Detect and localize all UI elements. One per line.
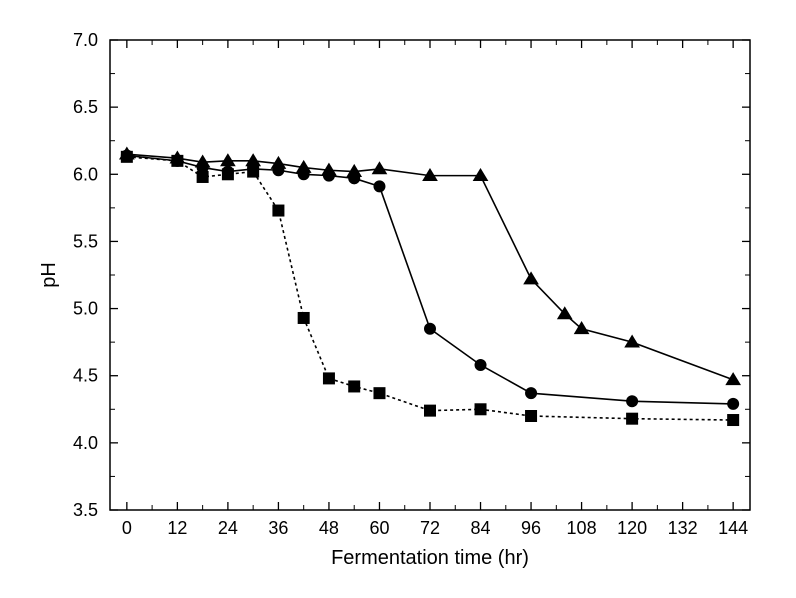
chart-background xyxy=(0,0,796,598)
x-tick-label: 0 xyxy=(122,518,132,538)
y-tick-label: 5.0 xyxy=(73,299,98,319)
x-tick-label: 120 xyxy=(617,518,647,538)
marker-square xyxy=(273,205,284,216)
x-tick-label: 12 xyxy=(167,518,187,538)
x-tick-label: 144 xyxy=(718,518,748,538)
marker-circle xyxy=(728,398,739,409)
y-tick-label: 7.0 xyxy=(73,30,98,50)
marker-square xyxy=(323,373,334,384)
x-axis-label: Fermentation time (hr) xyxy=(331,547,529,569)
y-tick-label: 6.5 xyxy=(73,97,98,117)
marker-square xyxy=(475,404,486,415)
x-tick-label: 60 xyxy=(369,518,389,538)
x-tick-label: 72 xyxy=(420,518,440,538)
marker-circle xyxy=(374,181,385,192)
y-tick-label: 4.5 xyxy=(73,366,98,386)
x-tick-label: 36 xyxy=(268,518,288,538)
chart-container: 0 12 24 36 48 60 72 84 96 108 120 132 144 3.5 4.0 4.5 5.… xyxy=(0,0,796,598)
marker-circle xyxy=(627,396,638,407)
marker-circle xyxy=(222,166,233,177)
marker-square xyxy=(425,405,436,416)
x-tick-label: 132 xyxy=(668,518,698,538)
marker-square xyxy=(728,415,739,426)
x-tick-label: 108 xyxy=(567,518,597,538)
y-axis-label: pH xyxy=(38,262,60,288)
marker-circle xyxy=(475,359,486,370)
x-tick-label: 48 xyxy=(319,518,339,538)
y-tick-label: 3.5 xyxy=(73,500,98,520)
chart-svg: 0 12 24 36 48 60 72 84 96 108 120 132 144 3.5 4.0 4.5 5.… xyxy=(0,0,796,598)
x-tick-label: 96 xyxy=(521,518,541,538)
x-tick-label: 24 xyxy=(218,518,238,538)
y-tick-label: 6.0 xyxy=(73,164,98,184)
y-tick-label: 5.5 xyxy=(73,231,98,251)
marker-square xyxy=(298,312,309,323)
marker-square xyxy=(627,413,638,424)
y-tick-label: 4.0 xyxy=(73,433,98,453)
x-tick-label: 84 xyxy=(471,518,491,538)
marker-square xyxy=(526,411,537,422)
marker-circle xyxy=(425,323,436,334)
marker-circle xyxy=(526,388,537,399)
marker-square xyxy=(349,381,360,392)
marker-square xyxy=(374,388,385,399)
